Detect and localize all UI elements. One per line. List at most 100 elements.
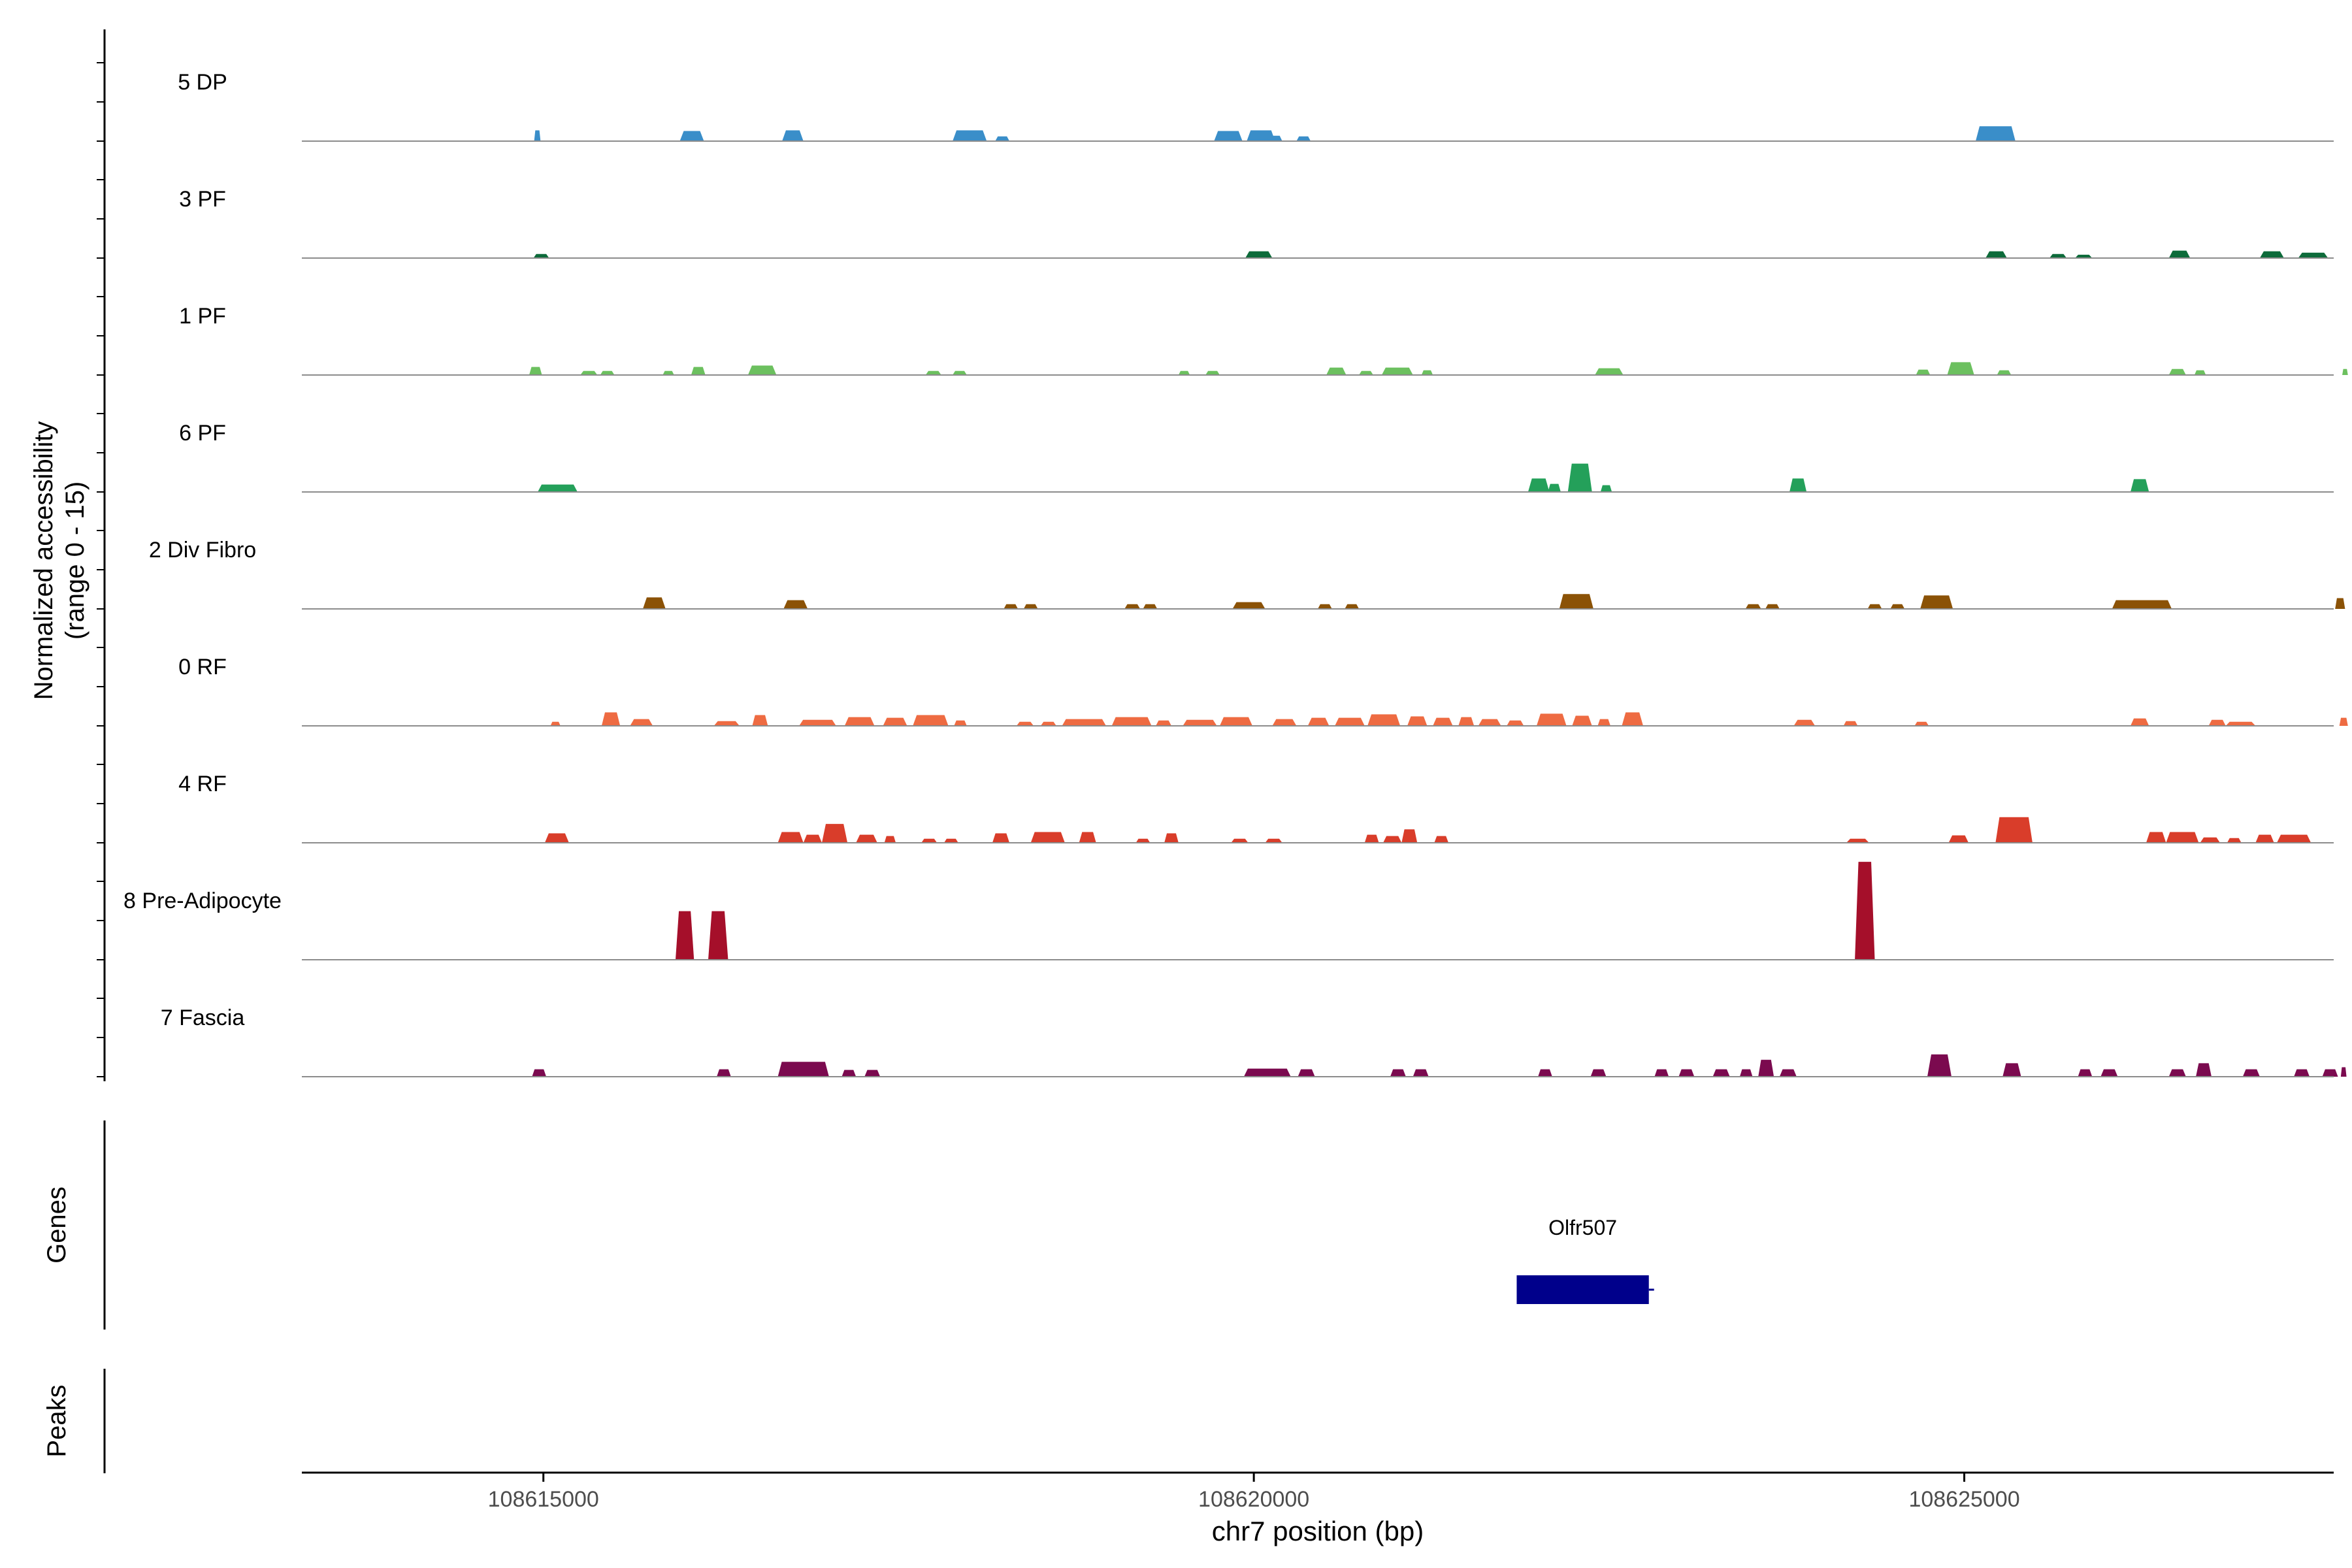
track-6-pf: 6 PF [179,421,2334,493]
coverage-peak [782,130,804,141]
coverage-peak [550,721,561,726]
coverage-peak [1600,485,1612,492]
coverage-peak [600,370,615,375]
coverage-peak [803,834,822,843]
coverage-peak [752,715,768,726]
coverage-peak [2196,1063,2212,1077]
coverage-peak [717,1069,731,1077]
coverage-peak [777,832,804,843]
coverage-peak [534,130,541,141]
coverage-peak [662,370,674,375]
coverage-peak [1124,604,1141,609]
coverage-peak [1765,604,1780,609]
coverage-peak [2131,718,2149,726]
coverage-peak [2078,1069,2093,1077]
coverage-peak [1712,1069,1730,1077]
coverage-peak [1867,604,1882,609]
coverage-peak [1272,719,1297,726]
coverage-peak [1678,1069,1695,1077]
coverage-peak [1413,1069,1429,1077]
coverage-peak [1156,720,1171,726]
coverage-peak [1307,717,1330,726]
coverage-peak [529,367,542,375]
peaks-panel: Peaks [42,1369,106,1473]
coverage-peak [944,838,958,843]
coverage-y-axis: Normalized accessibility (range 0 - 15) [29,29,106,1081]
track-label: 1 PF [179,304,226,329]
coverage-peak [1507,720,1524,726]
coverage-peak [2227,838,2242,843]
coverage-peak [1245,251,1273,258]
coverage-peak [1030,832,1065,843]
y-axis-title: Normalized accessibility [29,421,58,700]
gene-annotations: Olfr507 [1516,1216,1654,1304]
coverage-peak [544,833,569,843]
coverage-peak [1739,1069,1753,1077]
coverage-peak [777,1062,829,1077]
coverage-peak [1243,1068,1291,1077]
coverage-peak [2194,370,2206,375]
y-axis-subtitle: (range 0 - 15) [61,482,90,640]
coverage-peak [2112,600,2172,609]
coverage-peak [913,715,949,726]
coverage-peak [1421,370,1433,375]
peaks-panel-label: Peaks [42,1384,71,1457]
coverage-peak [1267,135,1282,141]
coverage-peak [841,1070,857,1077]
coverage-peak [1214,131,1243,141]
coverage-peak [2075,254,2093,258]
coverage-peak [2255,834,2274,843]
coverage-peak [1016,721,1034,726]
coverage-peak [783,600,808,609]
coverage-peak [691,367,706,375]
coverage-peak [1622,712,1644,726]
coverage-peak [1079,832,1096,843]
coverage-peak [1948,835,1969,843]
coverage-peak [679,131,704,141]
coverage-peak [1407,716,1428,726]
coverage-peak [2259,251,2284,258]
coverage-peak [2100,1069,2118,1077]
coverage-peak [2294,1069,2310,1077]
coverage-peak [1855,862,1875,960]
track-4-rf: 4 RF [178,772,2334,843]
coverage-y-ticks [97,62,105,1077]
coverage-peak [533,253,549,258]
coverage-peak [1205,370,1220,375]
x-axis-ticks: 108615000 108620000 108625000 [488,1473,2020,1512]
coverage-peak [1789,478,1807,492]
coverage-peak [1318,604,1332,609]
coverage-peak [1004,604,1019,609]
coverage-peak [1231,838,1249,843]
coverage-peak [2242,1069,2260,1077]
track-1-pf: 1 PF [179,304,2348,376]
coverage-peak [1178,370,1190,375]
coverage-peak [1135,838,1151,843]
coverage-peak [884,836,896,843]
track-5-dp: 5 DP [178,70,2334,142]
coverage-peak [2168,368,2186,375]
coverage-peak [1364,834,1379,843]
coverage-peak [1381,367,1413,375]
coverage-peak [954,720,967,726]
coverage-peak [995,136,1010,141]
coverage-peak [708,911,728,960]
coverage-peak [1296,136,1311,141]
coverage-peak [2146,832,2166,843]
coverage-peak [2168,250,2191,258]
coverage-peak [856,834,877,843]
gene-body [1516,1275,1649,1304]
coverage-peak [1143,604,1158,609]
track-0-rf: 0 RF [178,655,2348,727]
coverage-peak [1458,717,1475,726]
coverage-peak [883,717,907,726]
coverage-peak [2131,479,2149,492]
coverage-peak [1023,604,1038,609]
coverage-peak [799,719,836,726]
coverage-peak [1536,713,1567,726]
track-label: 6 PF [179,421,226,446]
coverage-peak [953,130,987,141]
coverage-peak [1985,251,2007,258]
coverage-peak [1183,719,1217,726]
